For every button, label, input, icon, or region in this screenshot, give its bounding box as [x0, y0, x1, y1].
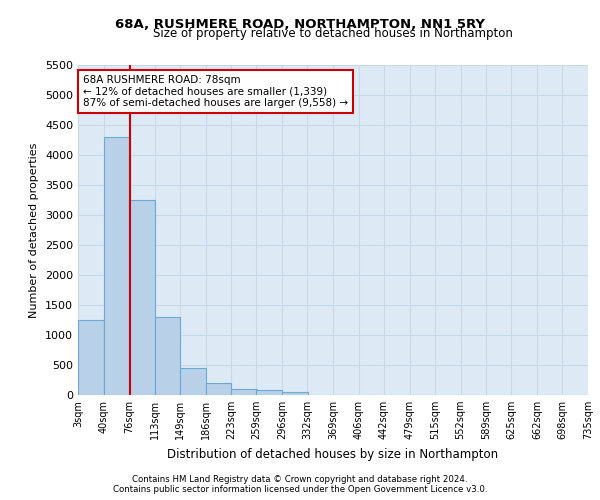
Bar	[205, 383, 231, 395]
Text: Contains public sector information licensed under the Open Government Licence v3: Contains public sector information licen…	[113, 485, 487, 494]
Text: 68A, RUSHMERE ROAD, NORTHAMPTON, NN1 5RY: 68A, RUSHMERE ROAD, NORTHAMPTON, NN1 5RY	[115, 18, 485, 30]
Bar	[104, 137, 130, 395]
Text: 68A RUSHMERE ROAD: 78sqm
← 12% of detached houses are smaller (1,339)
87% of sem: 68A RUSHMERE ROAD: 78sqm ← 12% of detach…	[83, 75, 348, 108]
Bar	[256, 390, 282, 395]
Y-axis label: Number of detached properties: Number of detached properties	[29, 142, 40, 318]
Bar	[231, 389, 257, 395]
Text: Contains HM Land Registry data © Crown copyright and database right 2024.: Contains HM Land Registry data © Crown c…	[132, 475, 468, 484]
Bar	[129, 200, 155, 395]
Bar	[180, 368, 205, 395]
X-axis label: Distribution of detached houses by size in Northampton: Distribution of detached houses by size …	[167, 448, 499, 460]
Bar	[78, 320, 104, 395]
Bar	[282, 392, 308, 395]
Title: Size of property relative to detached houses in Northampton: Size of property relative to detached ho…	[153, 27, 513, 40]
Bar	[155, 317, 181, 395]
